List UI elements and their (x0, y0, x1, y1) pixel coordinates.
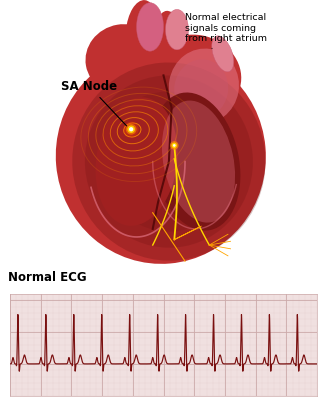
Circle shape (129, 127, 133, 131)
Ellipse shape (212, 36, 234, 72)
Ellipse shape (72, 62, 266, 261)
Circle shape (173, 144, 176, 147)
Circle shape (124, 122, 139, 137)
Ellipse shape (85, 75, 253, 248)
Ellipse shape (162, 100, 235, 223)
Circle shape (172, 143, 177, 148)
Ellipse shape (56, 49, 266, 264)
Ellipse shape (151, 93, 240, 231)
Ellipse shape (155, 11, 182, 64)
Text: Normal electrical
signals coming
from right atrium: Normal electrical signals coming from ri… (185, 13, 267, 49)
Ellipse shape (85, 24, 161, 94)
Ellipse shape (169, 49, 239, 124)
Text: SA Node: SA Node (61, 80, 127, 126)
Circle shape (170, 141, 179, 150)
Text: Normal ECG: Normal ECG (8, 271, 87, 284)
Circle shape (126, 124, 137, 135)
Ellipse shape (150, 35, 241, 116)
Ellipse shape (101, 91, 237, 232)
Ellipse shape (126, 0, 158, 64)
Ellipse shape (137, 3, 164, 51)
Ellipse shape (165, 9, 188, 50)
Circle shape (128, 126, 135, 133)
Ellipse shape (95, 98, 178, 226)
Ellipse shape (174, 59, 228, 118)
